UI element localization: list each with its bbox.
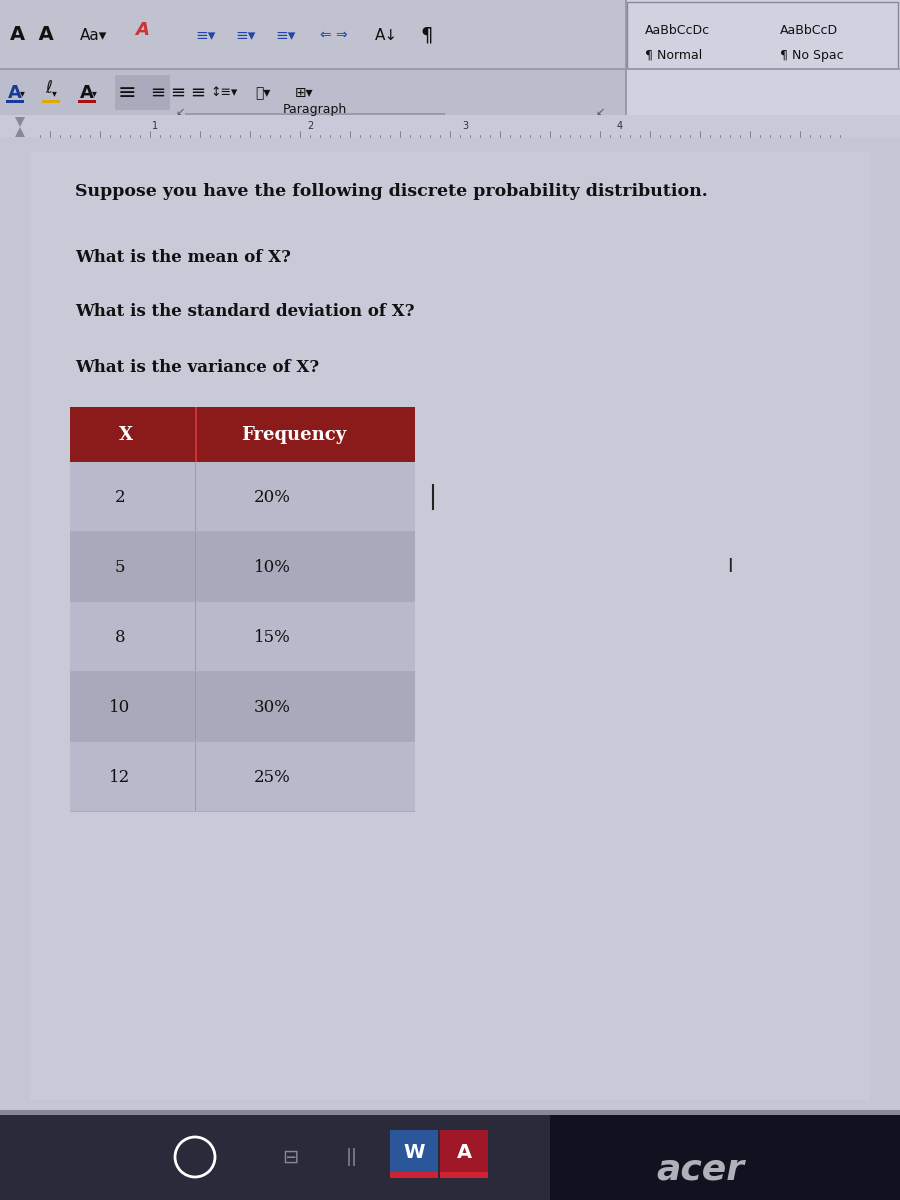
Text: X: X	[119, 426, 133, 444]
Bar	[70, 532, 415, 602]
Text: 12: 12	[110, 768, 130, 786]
Bar	[625, 0, 627, 115]
Bar	[70, 462, 415, 532]
Text: What is the standard deviation of X?: What is the standard deviation of X?	[75, 304, 415, 320]
Text: W: W	[403, 1144, 425, 1163]
Text: 5: 5	[115, 558, 125, 576]
Bar	[625, 70, 627, 115]
Bar	[550, 1115, 900, 1200]
Polygon shape	[15, 116, 25, 127]
Text: Frequency: Frequency	[241, 426, 346, 444]
Text: 30%: 30%	[254, 698, 291, 715]
Bar	[30, 152, 870, 1100]
Text: A: A	[456, 1144, 472, 1163]
Text: 20%: 20%	[254, 488, 291, 505]
Text: ≡▾: ≡▾	[275, 28, 295, 42]
Text: 3: 3	[462, 121, 468, 131]
Bar	[70, 602, 415, 672]
Bar	[390, 1130, 438, 1172]
Text: ≡: ≡	[118, 83, 137, 103]
Bar	[78, 100, 96, 103]
Text: Aa▾: Aa▾	[80, 28, 107, 42]
Text: ℓ: ℓ	[45, 79, 52, 97]
Text: A: A	[80, 84, 94, 102]
Bar	[70, 407, 415, 462]
Bar	[195, 407, 197, 462]
Bar	[0, 137, 900, 1115]
Bar	[70, 742, 415, 812]
Text: ≡: ≡	[190, 84, 205, 102]
Bar	[0, 0, 900, 115]
Text: What is the variance of X?: What is the variance of X?	[75, 359, 319, 376]
Bar	[195, 672, 196, 742]
Bar	[440, 1130, 488, 1172]
Text: ↙: ↙	[175, 107, 184, 116]
Text: ≡▾: ≡▾	[195, 28, 215, 42]
Text: ¶ No Spac: ¶ No Spac	[780, 48, 843, 61]
Text: ▾: ▾	[52, 88, 57, 98]
Bar	[195, 602, 196, 672]
Bar	[0, 1110, 900, 1115]
Text: ⬦▾: ⬦▾	[255, 86, 270, 100]
Text: acer: acer	[656, 1153, 744, 1187]
Text: ↕≡▾: ↕≡▾	[210, 86, 238, 100]
Bar	[115, 74, 170, 110]
Text: I: I	[727, 558, 733, 576]
Bar	[0, 115, 900, 137]
Text: 10: 10	[110, 698, 130, 715]
Bar	[0, 68, 900, 70]
Bar	[627, 0, 900, 115]
Text: 1: 1	[152, 121, 158, 131]
Text: ▾: ▾	[20, 88, 25, 98]
Text: AaBbCcD: AaBbCcD	[780, 24, 838, 36]
Polygon shape	[15, 127, 25, 137]
Bar	[440, 1172, 488, 1178]
Text: ≡▾: ≡▾	[235, 28, 256, 42]
Bar	[195, 462, 196, 532]
Text: 15%: 15%	[254, 629, 291, 646]
Bar	[0, 1115, 900, 1200]
Bar	[627, 2, 898, 113]
Bar	[70, 672, 415, 742]
Text: Paragraph: Paragraph	[283, 103, 347, 116]
Bar	[627, 70, 900, 115]
Bar	[0, 70, 900, 115]
Text: 10%: 10%	[254, 558, 291, 576]
Text: A: A	[8, 84, 22, 102]
Bar	[195, 532, 196, 602]
Text: A: A	[135, 20, 148, 38]
Text: ▾: ▾	[92, 88, 97, 98]
Text: What is the mean of X?: What is the mean of X?	[75, 248, 291, 265]
Bar	[42, 100, 60, 103]
Bar	[185, 113, 445, 115]
Text: ≡: ≡	[170, 84, 185, 102]
Text: Suppose you have the following discrete probability distribution.: Suppose you have the following discrete …	[75, 184, 707, 200]
Text: 25%: 25%	[254, 768, 291, 786]
Bar	[195, 742, 196, 812]
Text: ⊟: ⊟	[282, 1147, 298, 1166]
Text: 4: 4	[616, 121, 623, 131]
Text: ↙: ↙	[595, 107, 605, 116]
Text: ≡: ≡	[150, 84, 165, 102]
Text: ⇐ ⇒: ⇐ ⇒	[320, 28, 347, 42]
Text: 8: 8	[114, 629, 125, 646]
Text: ⊞▾: ⊞▾	[295, 86, 313, 100]
Text: 2: 2	[307, 121, 313, 131]
Bar	[390, 1172, 438, 1178]
Text: AaBbCcDc: AaBbCcDc	[645, 24, 710, 36]
Bar	[6, 100, 24, 103]
Text: ¶: ¶	[420, 25, 433, 44]
Text: A  A: A A	[10, 25, 54, 44]
Text: A↓: A↓	[375, 28, 398, 42]
Text: 2: 2	[114, 488, 125, 505]
Text: ||: ||	[346, 1148, 358, 1166]
Text: ¶ Normal: ¶ Normal	[645, 48, 702, 61]
